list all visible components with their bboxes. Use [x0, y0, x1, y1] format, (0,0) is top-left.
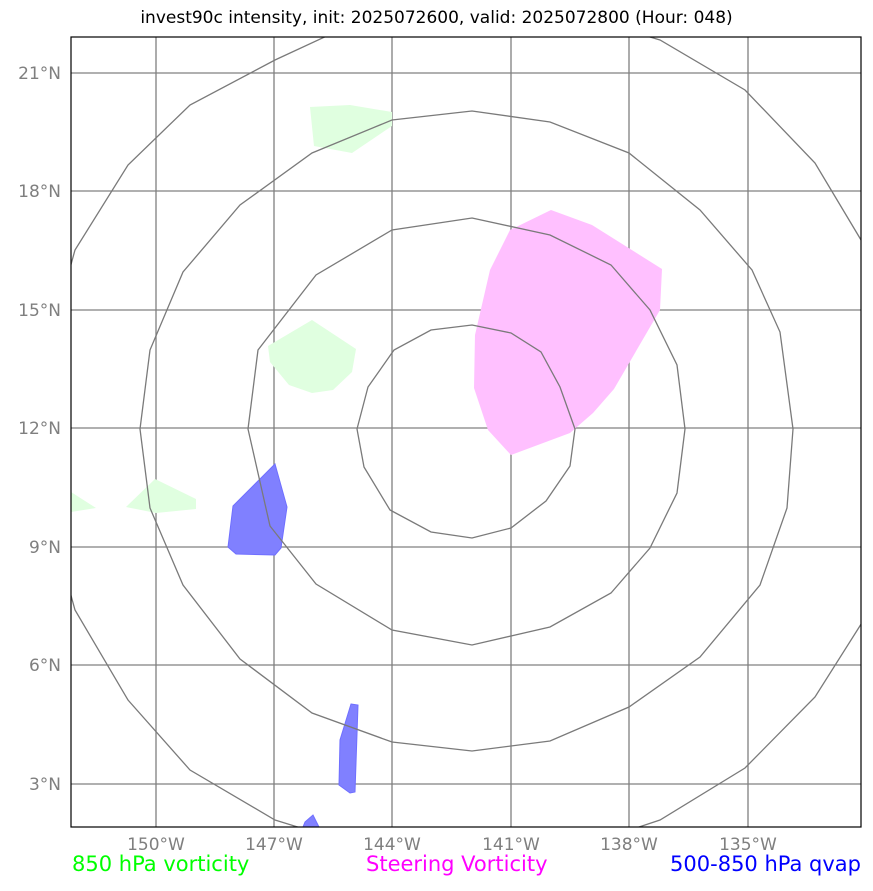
lat-label: 6°N — [29, 656, 61, 676]
lon-label: 150°W — [127, 835, 185, 855]
lat-label: 3°N — [29, 775, 61, 795]
lat-label: 9°N — [29, 538, 61, 558]
qvap-area — [227, 463, 288, 556]
lat-label: 21°N — [18, 64, 61, 84]
legend-vort850: 850 hPa vorticity — [72, 852, 250, 876]
legend-qvap: 500-850 hPa qvap — [670, 852, 861, 876]
range-rings — [71, 37, 861, 827]
lat-label: 15°N — [18, 301, 61, 321]
map-title: invest90c intensity, init: 2025072600, v… — [140, 8, 733, 28]
vort850-areas — [71, 105, 392, 513]
range-ring-1 — [356, 324, 576, 539]
qvap-areas — [227, 463, 359, 827]
vort850-area — [268, 320, 356, 393]
lon-label: 141°W — [482, 835, 540, 855]
qvap-area — [338, 703, 359, 794]
lon-label: 135°W — [719, 835, 777, 855]
lon-label: 147°W — [245, 835, 303, 855]
vort850-area — [71, 492, 96, 512]
plot-frame — [70, 36, 862, 828]
lat-label: 18°N — [18, 182, 61, 202]
lon-label: 138°W — [600, 835, 658, 855]
qvap-area — [302, 814, 320, 827]
lat-label: 12°N — [18, 419, 61, 439]
range-ring-4 — [71, 37, 861, 827]
range-ring-2 — [247, 217, 686, 646]
lon-label: 144°W — [363, 835, 421, 855]
steering-areas — [474, 210, 662, 455]
steering-area — [474, 210, 662, 455]
range-ring-3 — [139, 110, 794, 752]
legend-steering-vorticity: Steering Vorticity — [366, 852, 548, 876]
vort850-area — [126, 479, 196, 513]
vort850-area — [310, 105, 392, 153]
graticule — [71, 37, 861, 827]
